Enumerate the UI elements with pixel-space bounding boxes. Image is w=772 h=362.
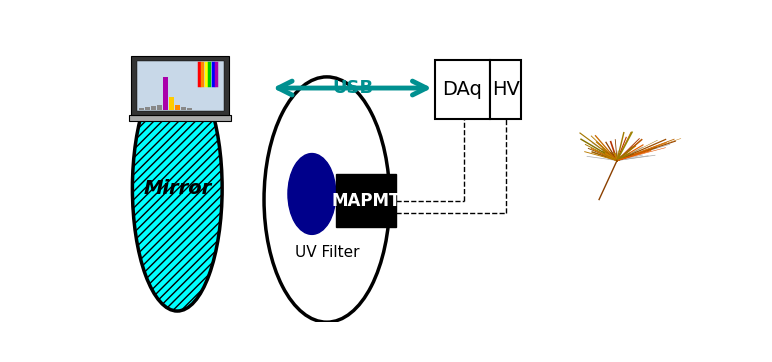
Text: MAPMT: MAPMT [331, 192, 401, 210]
Bar [169, 97, 174, 110]
Bar [187, 108, 192, 110]
Bar [138, 108, 144, 110]
Bar [336, 174, 396, 227]
Bar [175, 105, 180, 110]
Bar [181, 107, 186, 110]
Bar [157, 105, 161, 110]
Text: Mirror: Mirror [143, 179, 212, 198]
Text: USB: USB [332, 79, 373, 97]
Bar [137, 60, 224, 111]
Bar [131, 56, 229, 115]
Bar [144, 107, 150, 110]
Bar [130, 115, 231, 122]
Ellipse shape [133, 66, 222, 311]
Text: UV Filter: UV Filter [295, 245, 359, 260]
Text: HV: HV [492, 80, 520, 99]
Bar [151, 106, 156, 110]
Ellipse shape [288, 153, 336, 234]
Text: DAq: DAq [442, 80, 482, 99]
Ellipse shape [264, 77, 390, 322]
Bar [435, 60, 490, 119]
Bar [163, 77, 168, 110]
Bar [490, 60, 521, 119]
